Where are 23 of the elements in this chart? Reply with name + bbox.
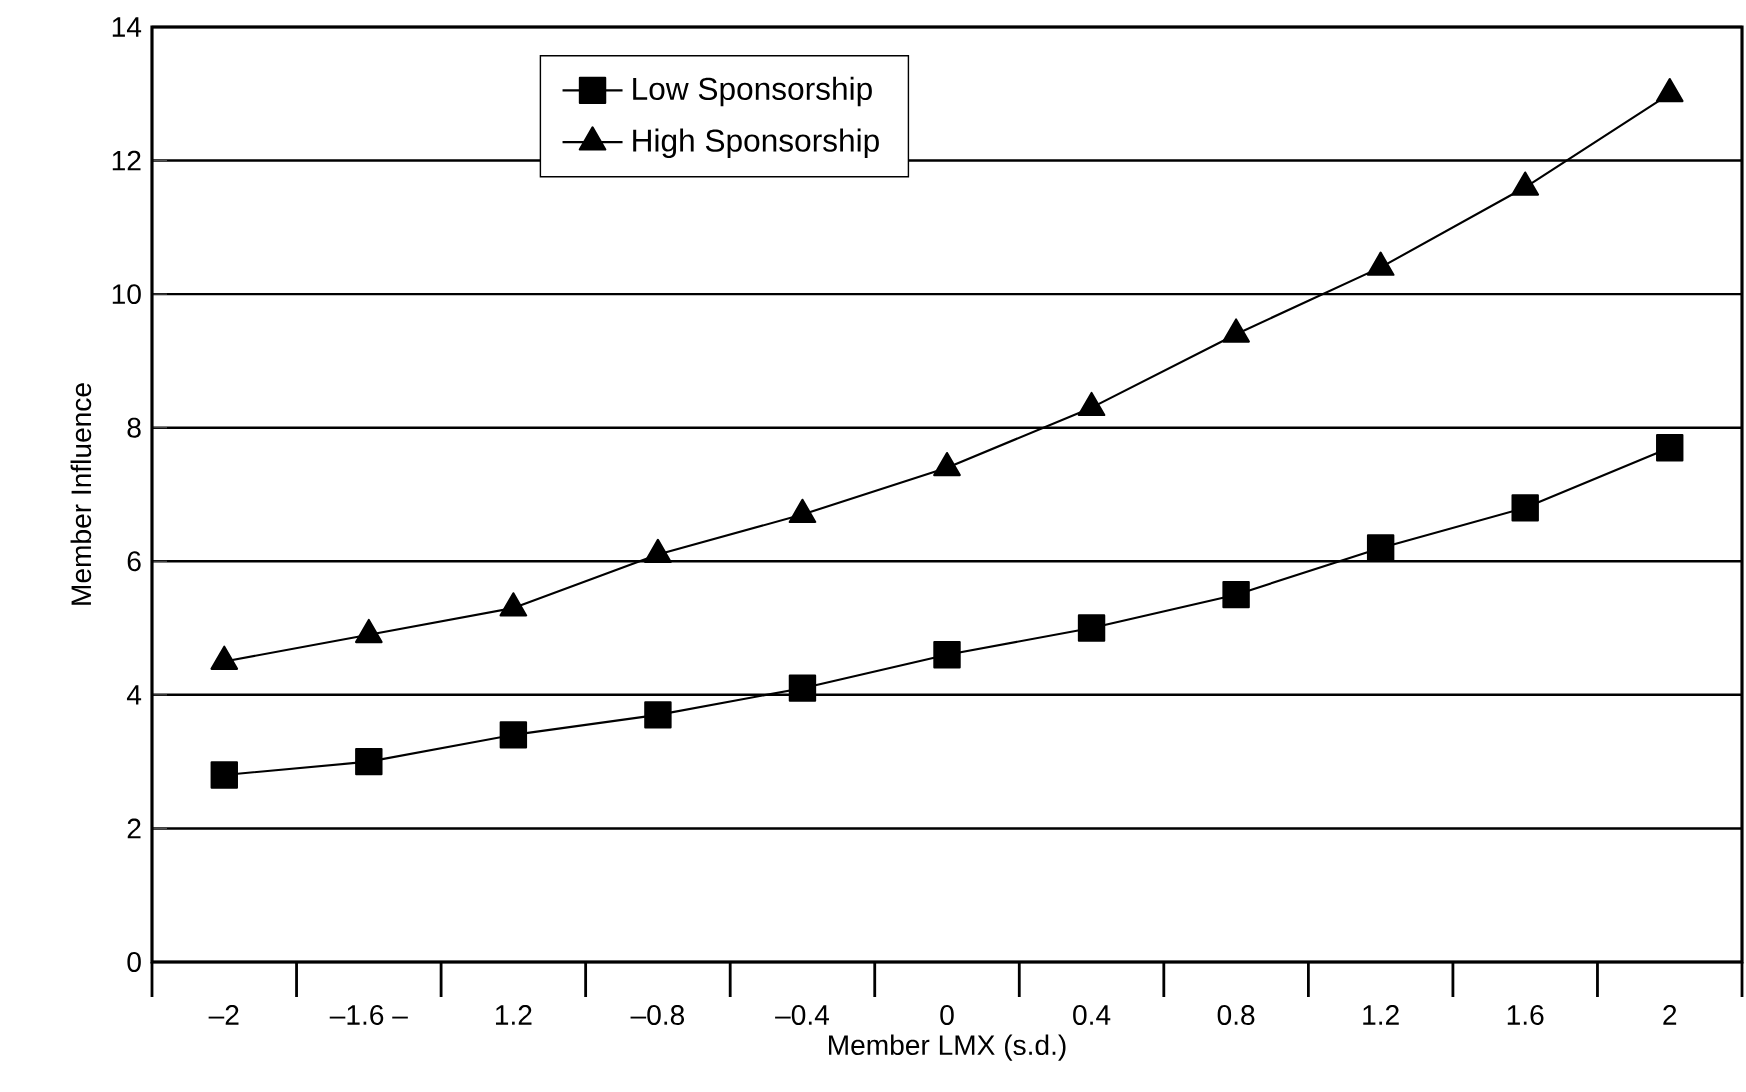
y-tick-label: 14	[112, 17, 142, 37]
y-axis-title: Member Influence	[70, 383, 92, 605]
x-tick-label: –1.6 –	[329, 1005, 408, 1025]
x-tick-label: 1.2	[1363, 1005, 1399, 1025]
x-tick-label: –0.8	[630, 1005, 685, 1025]
y-tick-label: 2	[127, 818, 141, 839]
legend-label: Low Sponsorship	[633, 76, 872, 107]
y-tick-label: 10	[112, 284, 141, 305]
x-tick-label: 1.6	[1507, 1005, 1544, 1025]
x-tick-label: 2	[1663, 1005, 1677, 1025]
x-tick-label: 0.4	[1073, 1005, 1111, 1025]
x-tick-label: 0	[940, 1005, 954, 1025]
x-tick-label: –0.4	[775, 1005, 830, 1025]
legend-label: High Sponsorship	[633, 128, 879, 159]
y-tick-label: 0	[127, 952, 141, 972]
x-tick-label: 1.2	[495, 1005, 532, 1025]
x-tick-label: 0.8	[1217, 1005, 1255, 1025]
x-tick-label: –2	[208, 1005, 239, 1025]
y-tick-label: 4	[126, 685, 142, 705]
y-tick-label: 12	[112, 150, 141, 171]
x-axis-title: Member LMX (s.d.)	[829, 1034, 1066, 1061]
y-tick-label: 8	[127, 417, 141, 438]
y-tick-label: 6	[127, 551, 141, 572]
